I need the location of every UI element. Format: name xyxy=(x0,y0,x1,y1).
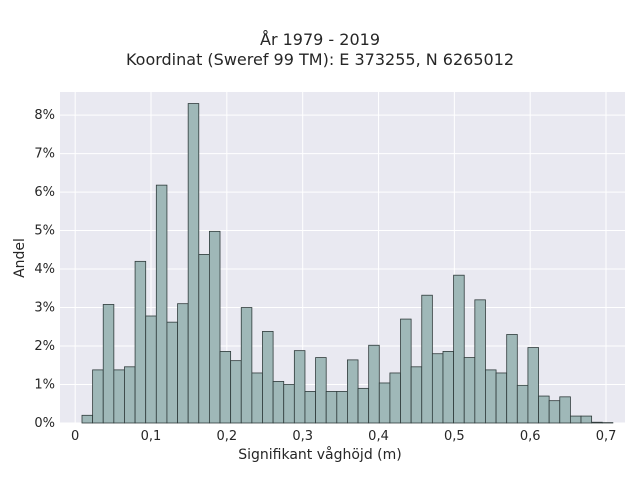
histogram-bar xyxy=(272,381,285,424)
histogram-bar xyxy=(495,372,508,424)
x-tick-label: 0,7 xyxy=(596,429,617,444)
histogram-bar xyxy=(378,382,391,424)
histogram-bar xyxy=(527,347,539,424)
histogram-bar xyxy=(240,307,253,424)
histogram-bar xyxy=(230,360,242,424)
histogram-bar xyxy=(166,321,178,424)
histogram-bar xyxy=(251,372,263,424)
histogram-bar xyxy=(283,384,295,424)
histogram-bar xyxy=(506,334,518,424)
histogram-bar xyxy=(209,230,221,424)
histogram-bar xyxy=(580,415,593,424)
histogram-bar xyxy=(463,357,476,424)
histogram-bar xyxy=(357,387,370,424)
histogram-bar xyxy=(187,103,200,424)
histogram-bar xyxy=(336,391,348,424)
histogram-bar xyxy=(304,391,316,424)
x-tick-label: 0,1 xyxy=(141,429,162,444)
histogram-bar xyxy=(262,330,274,424)
y-axis-ticks: 0% 1% 2% 3% 4% 5% 6% 7% 8% xyxy=(34,108,55,431)
y-tick-label: 1% xyxy=(34,378,55,393)
x-tick-label: 0,6 xyxy=(520,429,541,444)
x-tick-label: 0,4 xyxy=(368,429,389,444)
y-tick-label: 0% xyxy=(34,416,55,431)
histogram-bar xyxy=(559,396,571,424)
y-tick-label: 3% xyxy=(34,301,55,316)
histogram-bar xyxy=(92,369,104,424)
histogram-bar xyxy=(431,353,444,424)
chart-subtitle: Koordinat (Sweref 99 TM): E 373255, N 62… xyxy=(125,50,515,69)
x-axis-ticks: 0 0,1 0,2 0,3 0,4 0,5 0,6 0,7 xyxy=(71,429,616,444)
bars xyxy=(81,103,614,424)
histogram-bar xyxy=(124,366,136,424)
x-tick-label: 0,5 xyxy=(444,429,465,444)
histogram-bar xyxy=(102,304,115,424)
histogram-bar xyxy=(315,357,327,424)
x-tick-label: 0 xyxy=(71,429,79,444)
y-tick-label: 5% xyxy=(34,224,55,239)
histogram-bar xyxy=(134,260,147,424)
histogram-bar xyxy=(453,274,465,424)
histogram-bar xyxy=(410,366,423,424)
histogram-bar xyxy=(198,254,210,424)
y-tick-label: 4% xyxy=(34,262,55,277)
x-axis-label: Signifikant våghöjd (m) xyxy=(238,447,402,463)
chart-title: År 1979 - 2019 xyxy=(260,30,380,49)
histogram-bar xyxy=(400,318,412,424)
y-tick-label: 2% xyxy=(34,339,55,354)
histogram-bar xyxy=(325,391,338,424)
histogram-bar xyxy=(368,344,380,424)
histogram-bar xyxy=(548,400,561,424)
histogram-bar xyxy=(155,184,168,424)
y-axis-label: Andel xyxy=(12,238,28,278)
y-tick-label: 6% xyxy=(34,185,55,200)
histogram-bar xyxy=(485,369,497,424)
y-tick-label: 7% xyxy=(34,147,55,162)
histogram-bar xyxy=(177,303,189,424)
histogram-bar xyxy=(347,359,359,424)
histogram-bar xyxy=(421,294,433,424)
histogram-bar xyxy=(442,351,455,424)
histogram-bar xyxy=(591,421,603,424)
histogram-bar xyxy=(516,384,529,424)
histogram-bar xyxy=(81,414,94,424)
x-tick-label: 0,3 xyxy=(292,429,313,444)
histogram-bar xyxy=(113,369,125,424)
histogram-bar xyxy=(145,315,157,424)
histogram-bar xyxy=(474,299,486,424)
y-tick-label: 8% xyxy=(34,108,55,123)
histogram-bar xyxy=(293,350,306,424)
x-tick-label: 0,2 xyxy=(217,429,238,444)
histogram-bar xyxy=(389,372,401,424)
histogram-bar xyxy=(569,415,582,424)
histogram-bar xyxy=(219,351,232,424)
histogram-bar xyxy=(538,395,550,424)
